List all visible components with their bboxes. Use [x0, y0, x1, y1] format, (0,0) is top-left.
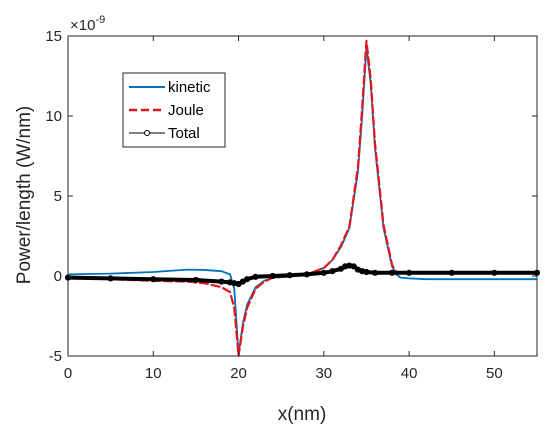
series-point-total	[303, 271, 310, 278]
y-tick-label: 5	[54, 188, 62, 205]
x-tick-label: 50	[486, 365, 503, 382]
y-axis-label: Power/length (W/nm)	[14, 106, 35, 284]
series-point-total	[371, 269, 379, 276]
series-point-total	[405, 269, 413, 276]
series-point-total	[107, 275, 114, 282]
legend-label-joule: Joule	[168, 102, 204, 119]
series-point-total	[192, 276, 200, 284]
y-exponent-label: ×10-9	[70, 14, 105, 34]
legend-label-kinetic: kinetic	[168, 79, 211, 96]
series-layer	[64, 39, 541, 358]
series-point-total	[269, 272, 276, 280]
x-tick-label: 30	[315, 365, 332, 382]
series-point-total	[320, 269, 327, 276]
legend-box	[122, 72, 226, 148]
legend: kinetic Joule Total	[122, 72, 226, 148]
x-tick-label: 0	[64, 365, 72, 382]
series-point-total	[363, 268, 370, 276]
series-point-total	[218, 278, 225, 285]
series-point-total	[533, 269, 541, 276]
y-tick-label: 15	[45, 28, 62, 45]
series-point-total	[150, 276, 157, 283]
x-tick-label: 20	[230, 365, 247, 382]
legend-label-total: Total	[168, 125, 200, 142]
series-point-total	[491, 269, 498, 276]
x-tick-label: 40	[401, 365, 418, 382]
series-point-total	[252, 273, 259, 280]
series-point-total	[329, 268, 336, 275]
y-tick-label: 10	[45, 108, 62, 125]
series-point-total	[388, 269, 396, 276]
x-axis-label: x(nm)	[278, 404, 327, 425]
legend-marker-total	[144, 130, 150, 136]
series-point-total	[350, 263, 357, 270]
y-tick-label: 0	[54, 268, 62, 285]
series-point-total	[286, 272, 293, 279]
series-point-total	[243, 276, 251, 283]
series-point-total	[448, 269, 455, 276]
y-tick-label: -5	[49, 348, 62, 365]
x-tick-label: 10	[145, 365, 162, 382]
